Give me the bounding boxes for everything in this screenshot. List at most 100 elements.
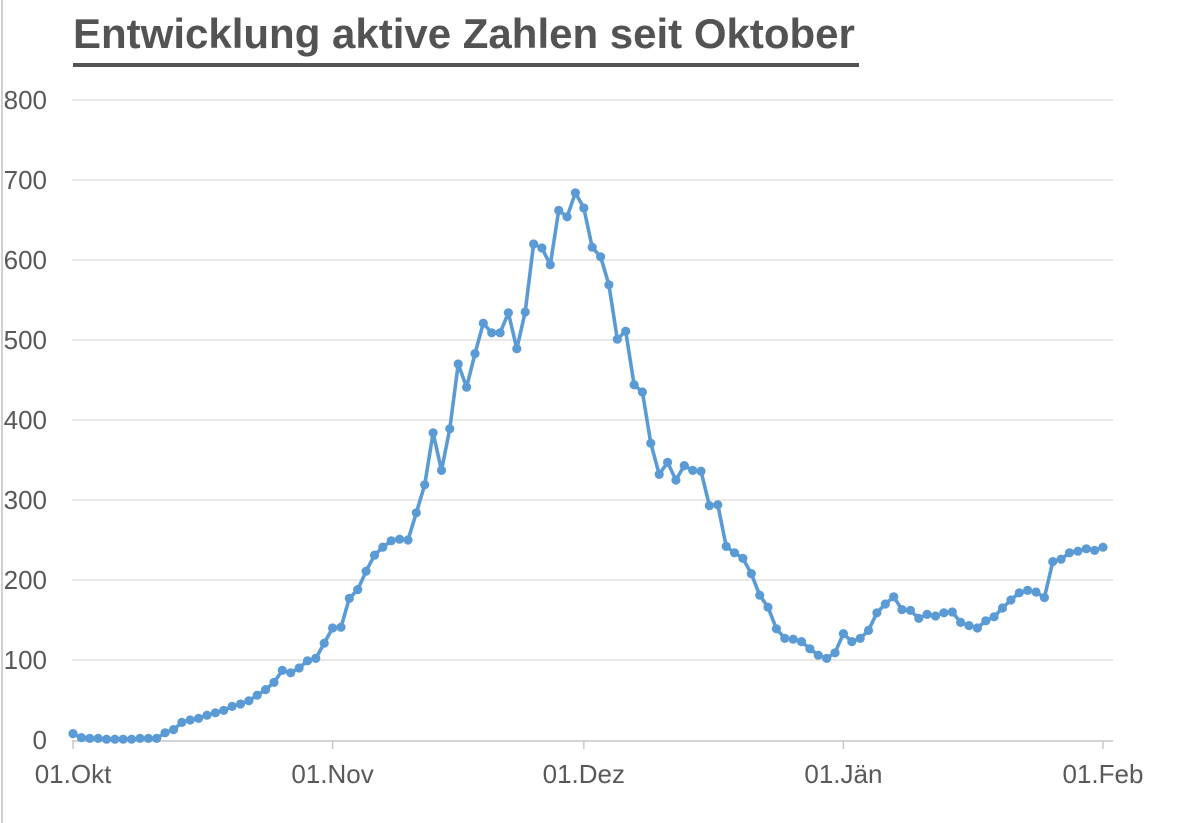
series-line [71,191,1105,742]
data-point-marker [830,648,840,658]
data-point-marker [621,326,631,336]
data-point-marker [805,644,815,654]
data-point-marker [914,613,924,624]
data-point-marker [796,637,807,647]
data-point-marker [922,609,932,620]
data-point-marker [570,188,581,198]
data-point-marker [654,469,664,479]
data-point-marker [688,465,698,475]
y-axis-tick-label: 100 [4,645,47,675]
data-point-marker [579,203,589,213]
data-point-marker [487,328,497,338]
data-point-marker [177,717,187,728]
axis-labels-layer: 0 100 200 300 400 500 600 700 800 01.Okt 01.Nov 01.… [4,85,1144,789]
data-point-marker [989,612,999,622]
data-point-marker [403,535,413,545]
data-point-marker [478,318,488,328]
data-point-marker [336,622,346,632]
data-point-marker [981,616,991,626]
data-point-marker [378,542,388,552]
data-point-marker [210,708,220,718]
data-point-marker [244,696,254,706]
data-point-marker [972,623,983,633]
data-point-marker [143,733,153,744]
data-point-marker [1056,554,1066,564]
data-point-marker [1081,544,1091,554]
data-point-marker [386,536,396,546]
data-point-marker [286,668,296,678]
data-point-marker [838,629,849,639]
y-axis-tick-label: 700 [4,165,47,195]
data-point-marker [227,701,237,712]
data-point-marker [495,328,505,338]
data-point-marker [85,733,95,744]
data-point-marker [118,734,128,744]
data-point-marker [905,605,916,616]
data-point-marker [252,690,262,700]
data-point-marker [755,590,765,600]
data-point-marker [704,501,715,511]
data-point-marker [369,550,380,560]
data-point-marker [863,625,874,636]
data-point-marker [219,705,229,716]
data-point-marker [671,475,681,485]
data-point-marker [1031,587,1041,597]
gridlines-layer [72,99,1113,661]
x-axis-tick-label: 01.Jän [804,759,882,789]
data-point-marker [1039,593,1049,603]
data-point-marker [897,605,907,615]
data-point-marker [930,611,941,621]
data-point-marker [277,665,287,676]
data-point-marker [353,585,363,595]
data-point-marker [679,461,689,471]
data-point-marker [428,428,438,438]
data-point-marker [168,725,179,735]
chart-title: Entwicklung aktive Zahlen seit Oktober [73,10,859,67]
data-point-marker [880,599,890,609]
y-axis-tick-label: 600 [4,245,47,275]
data-point-marker [663,457,673,467]
data-point-marker [1064,548,1075,558]
data-point-marker [1014,588,1024,598]
data-point-marker [637,387,648,397]
data-point-marker [512,344,522,354]
data-point-marker [872,608,882,618]
data-point-marker [462,382,472,392]
data-point-marker [729,548,740,558]
data-point-marker [68,729,78,739]
data-point-marker [328,623,338,633]
data-point-marker [855,633,865,644]
y-axis-tick-label: 0 [33,725,47,755]
data-point-marker [294,663,304,673]
data-point-marker [629,380,639,390]
x-axis-tick-label: 01.Okt [35,759,112,789]
y-axis-tick-label: 400 [4,405,47,435]
data-point-marker [596,252,606,262]
data-point-marker [847,637,857,647]
data-point-marker [562,212,572,222]
data-point-marker [646,438,656,448]
data-point-marker [964,621,974,631]
data-point-marker [554,205,564,215]
chart-title-wrap: Entwicklung aktive Zahlen seit Oktober [73,10,859,67]
data-point-marker [604,280,614,290]
data-point-marker [101,734,112,744]
data-point-marker [311,653,321,664]
data-point-marker [1090,545,1100,556]
data-point-marker [947,607,957,617]
data-point-marker [1048,557,1058,567]
data-point-marker [361,566,371,576]
data-point-marker [1073,546,1083,556]
x-axis-tick-label: 01.Dez [543,759,625,789]
data-point-marker [780,633,790,644]
data-point-marker [93,733,103,744]
data-point-marker [721,541,731,552]
data-point-marker [696,466,706,476]
data-point-marker [822,653,832,664]
data-point-marker [194,713,204,724]
data-point-marker [713,500,723,510]
data-point-marker [202,710,212,720]
data-point-marker [612,334,622,344]
